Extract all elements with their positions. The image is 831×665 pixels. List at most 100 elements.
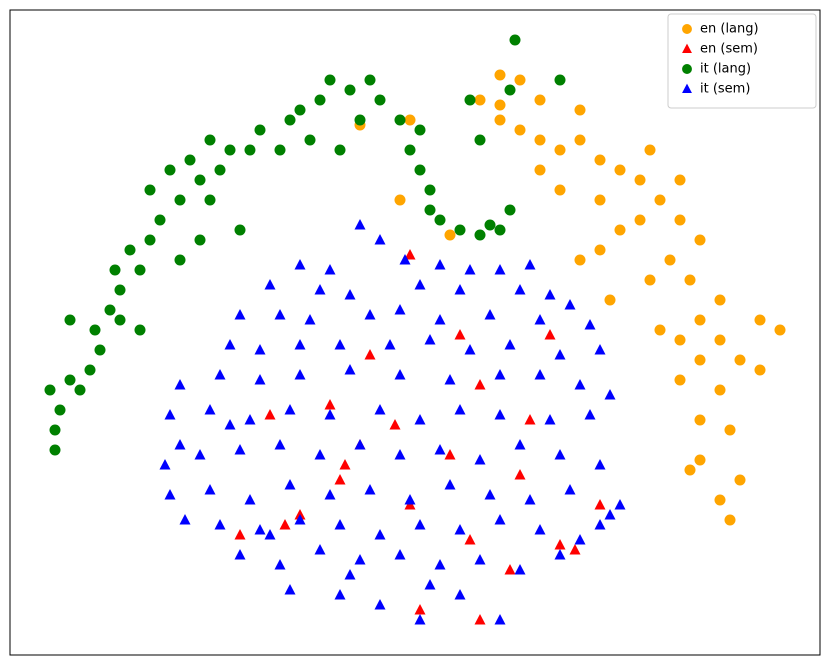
point	[334, 339, 346, 350]
point	[224, 419, 236, 430]
point	[374, 94, 386, 106]
point	[674, 334, 686, 346]
point	[254, 124, 266, 136]
point	[354, 439, 366, 450]
point	[184, 154, 196, 166]
point	[694, 454, 706, 466]
point	[274, 309, 286, 320]
point	[114, 284, 126, 296]
point	[504, 339, 516, 350]
point	[454, 589, 466, 600]
point	[534, 164, 546, 176]
point	[284, 479, 296, 490]
point	[464, 94, 476, 106]
point	[154, 214, 166, 226]
point	[354, 554, 366, 565]
point	[134, 264, 146, 276]
point	[324, 74, 336, 86]
point	[314, 94, 326, 106]
point	[334, 144, 346, 156]
point	[204, 134, 216, 146]
point	[94, 344, 106, 356]
point	[294, 104, 306, 116]
point	[474, 134, 486, 146]
point	[224, 144, 236, 156]
point	[424, 204, 436, 216]
point	[344, 84, 356, 96]
point	[474, 554, 486, 565]
point	[44, 384, 56, 396]
point	[484, 219, 496, 231]
point	[279, 519, 291, 530]
point	[604, 294, 616, 306]
point	[554, 184, 566, 196]
point	[714, 334, 726, 346]
point	[364, 484, 376, 495]
point	[734, 474, 746, 486]
point	[144, 184, 156, 196]
point	[294, 339, 306, 350]
point	[684, 274, 696, 286]
point	[214, 519, 226, 530]
point	[164, 164, 176, 176]
point	[179, 514, 191, 525]
point	[494, 99, 506, 111]
point	[454, 224, 466, 236]
point	[569, 544, 581, 555]
point	[464, 264, 476, 275]
point	[674, 374, 686, 386]
point	[614, 499, 626, 510]
point	[684, 464, 696, 476]
point	[484, 489, 496, 500]
point	[264, 409, 276, 420]
point	[474, 94, 486, 106]
marks	[44, 34, 786, 625]
point	[574, 379, 586, 390]
point	[464, 344, 476, 355]
point	[364, 74, 376, 86]
point	[754, 314, 766, 326]
point	[324, 409, 336, 420]
legend-marker	[682, 83, 692, 94]
point	[344, 364, 356, 375]
point	[604, 389, 616, 400]
point	[424, 334, 436, 345]
point	[494, 114, 506, 126]
point	[74, 384, 86, 396]
point	[474, 454, 486, 465]
point	[664, 254, 676, 266]
point	[264, 529, 276, 540]
point	[694, 234, 706, 246]
point	[494, 224, 506, 236]
point	[414, 279, 426, 290]
point	[374, 234, 386, 245]
point	[504, 204, 516, 216]
point	[484, 309, 496, 320]
point	[394, 549, 406, 560]
point	[164, 409, 176, 420]
point	[244, 144, 256, 156]
point	[464, 534, 476, 545]
legend-box	[667, 13, 817, 109]
point	[204, 404, 216, 415]
point	[554, 144, 566, 156]
point	[434, 559, 446, 570]
point	[734, 354, 746, 366]
point	[524, 259, 536, 270]
point	[314, 284, 326, 295]
point	[444, 374, 456, 385]
point	[514, 439, 526, 450]
point	[544, 414, 556, 425]
point	[389, 419, 401, 430]
point	[324, 399, 336, 410]
point	[494, 514, 506, 525]
point	[394, 369, 406, 380]
point	[394, 304, 406, 315]
point	[674, 174, 686, 186]
point	[514, 74, 526, 86]
point	[454, 329, 466, 340]
point	[339, 459, 351, 470]
point	[574, 134, 586, 146]
point	[414, 414, 426, 425]
